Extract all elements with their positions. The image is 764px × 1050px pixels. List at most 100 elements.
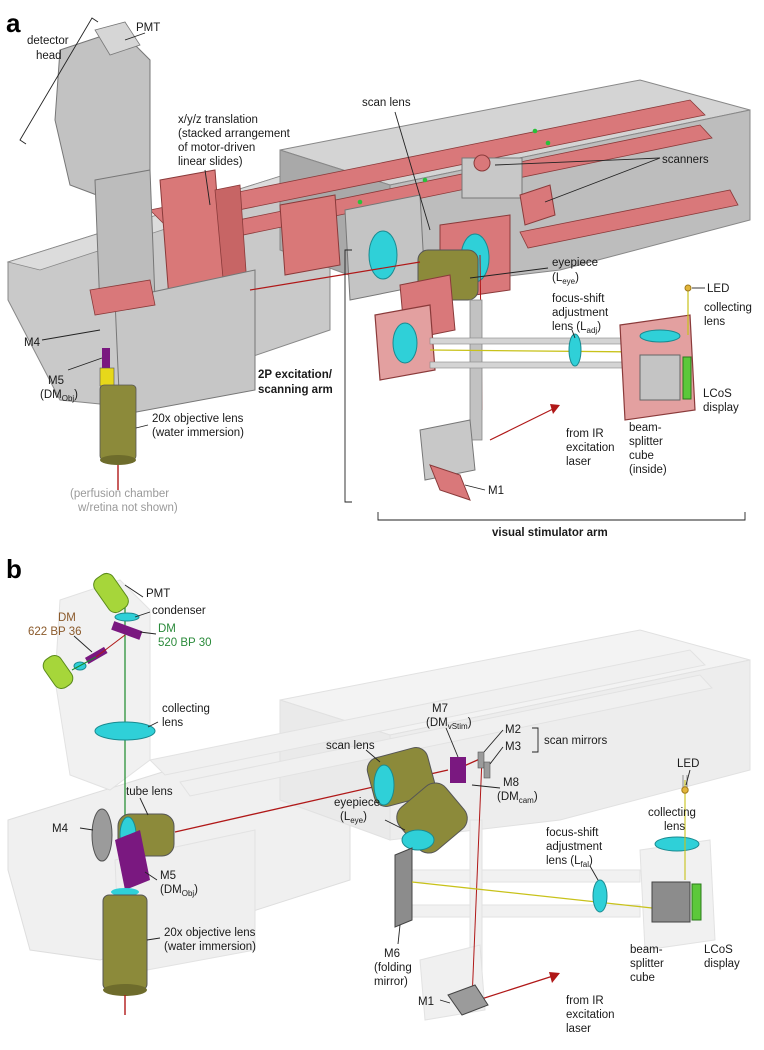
label-objective-b-1: 20x objective lens: [164, 927, 256, 939]
lead-scanlens-a: [394, 111, 431, 231]
objective-a: [99, 384, 137, 461]
label-beam-b-3: cube: [630, 972, 655, 984]
label-from-ir-a-1: from IR: [566, 428, 604, 440]
laser-arrow-a: [550, 404, 560, 414]
label-objective-a-1: 20x objective lens: [152, 413, 244, 425]
label-m8-b-1: M8: [503, 777, 519, 789]
green-dot: [422, 177, 428, 183]
label-led-a: LED: [707, 283, 729, 295]
label-scan-lens-a: scan lens: [362, 97, 411, 109]
lead-eyepiece-b: [384, 819, 406, 831]
m1-mirror-a: [429, 464, 471, 501]
label-tube-lens-b: tube lens: [126, 786, 173, 798]
lcos-a: [682, 356, 692, 400]
label-focus-b-1: focus-shift: [546, 827, 599, 839]
objective-b: [102, 894, 148, 991]
panel-a: a: [6, 8, 752, 539]
label-pmt-a: PMT: [136, 22, 160, 34]
label-focus-b-2: adjustment: [546, 841, 603, 853]
scan-lens-a: [368, 230, 398, 280]
lead-tube-b: [139, 797, 149, 816]
label-m5-b-2: (DMObj): [160, 884, 198, 898]
vs-yellow-beam: [429, 349, 641, 353]
pmt-b-top: [93, 572, 129, 614]
lead-focus-b: [589, 865, 599, 881]
label-beam-b-2: splitter: [630, 958, 664, 970]
lead-dm-green-b: [139, 631, 157, 635]
label-collecting-a-1: collecting: [704, 302, 752, 314]
label-beam-b-1: beam-: [630, 944, 663, 956]
label-visual-arm: visual stimulator arm: [492, 527, 608, 539]
label-lcos-b-2: display: [704, 958, 740, 970]
label-lcos-a-1: LCoS: [703, 388, 732, 400]
condenser-b: [114, 612, 140, 622]
label-excitation-1: 2P excitation/: [258, 369, 333, 381]
label-beam-a-4: (inside): [629, 464, 667, 476]
label-eyepiece-a-1: eyepiece: [552, 257, 598, 269]
red-base-ring: [89, 279, 156, 316]
label-m1-b: M1: [418, 996, 434, 1008]
scanner-2: [519, 184, 556, 226]
label-led-b: LED: [677, 758, 699, 770]
label-m3-b: M3: [505, 741, 521, 753]
vs-lens-left: [392, 322, 418, 364]
visual-beam-b: [411, 881, 653, 909]
led-a: [684, 284, 692, 292]
m2-b: [477, 751, 485, 769]
dm-520-b: [111, 621, 143, 640]
laser-arrow-b: [549, 972, 560, 983]
label-detector-head-2: head: [36, 50, 62, 62]
label-dm-brown-2: 622 BP 36: [28, 626, 82, 638]
label-scanners: scanners: [662, 154, 709, 166]
label-dm-brown-1: DM: [58, 612, 76, 624]
label-from-ir-a-3: laser: [566, 456, 591, 468]
scan-mirror-bracket: [532, 727, 539, 753]
panel-b: b: [6, 554, 751, 1035]
label-from-ir-b-1: from IR: [566, 995, 604, 1007]
vs-rod-2: [429, 361, 636, 369]
lead-dm-brown-b: [73, 635, 93, 653]
label-eyepiece-b-2: (Leye): [340, 811, 367, 825]
label-objective-a-2: (water immersion): [152, 427, 244, 439]
objective-b-top: [111, 888, 139, 896]
green-dot: [357, 199, 363, 205]
collecting-lens-a: [639, 329, 681, 343]
label-lcos-b-1: LCoS: [704, 944, 733, 956]
objective-a-tip: [100, 455, 136, 465]
m5-b: [115, 830, 150, 890]
lead-scanners-2: [544, 157, 661, 203]
label-m6-b-3: mirror): [374, 976, 408, 988]
collecting-lens-b: [94, 721, 156, 741]
lead-m6-b: [397, 924, 401, 945]
lead-m5-b: [144, 871, 158, 881]
panel-a-letter: a: [6, 8, 21, 38]
exc-path-b4: [471, 975, 554, 1003]
label-perfusion-2: w/retina not shown): [77, 502, 178, 514]
lead-scan-lens-b: [365, 749, 381, 763]
branch-green-b: [71, 656, 97, 671]
label-xyz-4: linear slides): [178, 156, 243, 168]
label-m4-a: M4: [24, 337, 41, 349]
label-focus-a-2: adjustment: [552, 307, 609, 319]
lead-xyz: [204, 169, 211, 206]
excitation-bracket: [344, 249, 352, 503]
focus-lens-b: [592, 879, 608, 913]
label-collecting-b-r-1: collecting: [648, 807, 696, 819]
led-b: [681, 786, 689, 794]
label-focus-a-1: focus-shift: [552, 293, 605, 305]
label-condenser-b: condenser: [152, 605, 206, 617]
lead-m1-a: [464, 484, 486, 491]
label-scan-lens-b: scan lens: [326, 740, 375, 752]
label-from-ir-b-3: laser: [566, 1023, 591, 1035]
label-m7-b-1: M7: [432, 703, 448, 715]
red-rail-top: [149, 99, 706, 226]
label-scan-mirrors: scan mirrors: [544, 735, 608, 747]
laser-path-a1: [249, 261, 421, 291]
faded-frame: [7, 579, 751, 1021]
lead-collect-b: [147, 721, 159, 728]
label-m5-b-1: M5: [160, 870, 176, 882]
label-m1-a: M1: [488, 485, 504, 497]
label-collecting-b-2: lens: [162, 717, 183, 729]
m3-b: [483, 761, 491, 779]
